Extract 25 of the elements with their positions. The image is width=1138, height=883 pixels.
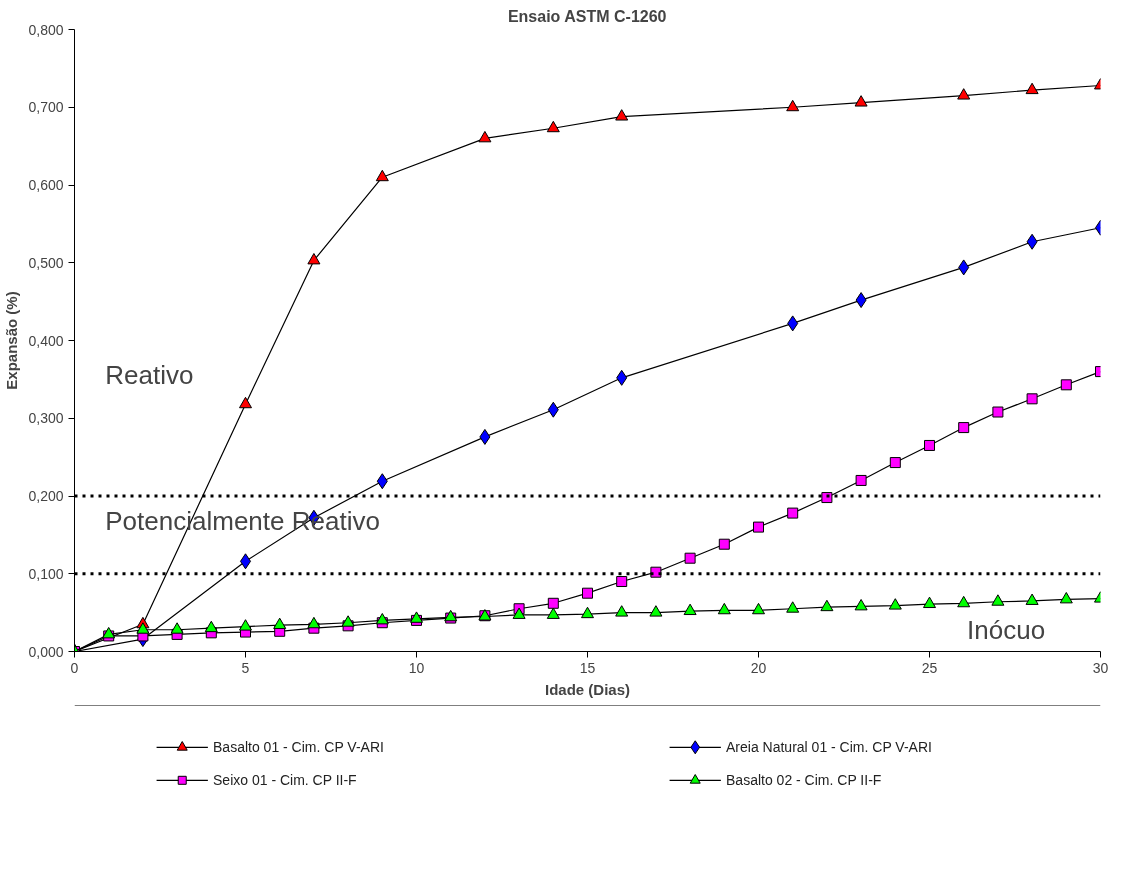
x-tick-label: 10 [408, 659, 425, 676]
annotation: Inócuo [967, 615, 1046, 646]
legend-label: Seixo 01 - Cim. CP II-F [213, 772, 357, 789]
y-axis-title: Expansão (%) [3, 291, 21, 390]
x-tick-label: 0 [70, 659, 79, 676]
y-tick-label: 0,400 [28, 332, 64, 349]
x-axis-title: Idade (Dias) [544, 680, 631, 698]
y-tick-label: 0,300 [28, 410, 64, 427]
y-tick-label: 0,100 [28, 565, 64, 582]
legend-label: Areia Natural 01 - Cim. CP V-ARI [726, 739, 932, 756]
x-tick-label: 30 [1092, 659, 1109, 676]
legend-label: Basalto 02 - Cim. CP II-F [726, 772, 882, 789]
x-tick-label: 20 [750, 659, 767, 676]
x-tick-label: 15 [579, 659, 596, 676]
y-tick-label: 0,700 [28, 99, 64, 116]
y-tick-label: 0,200 [28, 488, 64, 504]
y-tick-label: 0,800 [28, 21, 64, 38]
y-tick-label: 0,500 [28, 254, 64, 271]
x-tick-label: 25 [921, 659, 938, 676]
chart-title: Ensaio ASTM C-1260 [507, 7, 667, 25]
y-tick-label: 0,600 [28, 177, 64, 193]
annotation: Reativo [105, 360, 194, 391]
y-tick-label: 0,000 [28, 643, 64, 660]
x-tick-label: 5 [241, 659, 250, 676]
legend-label: Basalto 01 - Cim. CP V-ARI [213, 739, 384, 756]
